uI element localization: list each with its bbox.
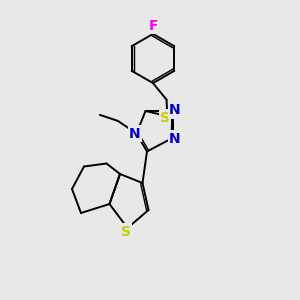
Text: S: S	[160, 111, 170, 124]
Text: N: N	[169, 103, 181, 117]
Text: S: S	[121, 225, 131, 238]
Text: N: N	[169, 132, 181, 145]
Text: F: F	[148, 19, 158, 32]
Text: N: N	[129, 127, 141, 140]
